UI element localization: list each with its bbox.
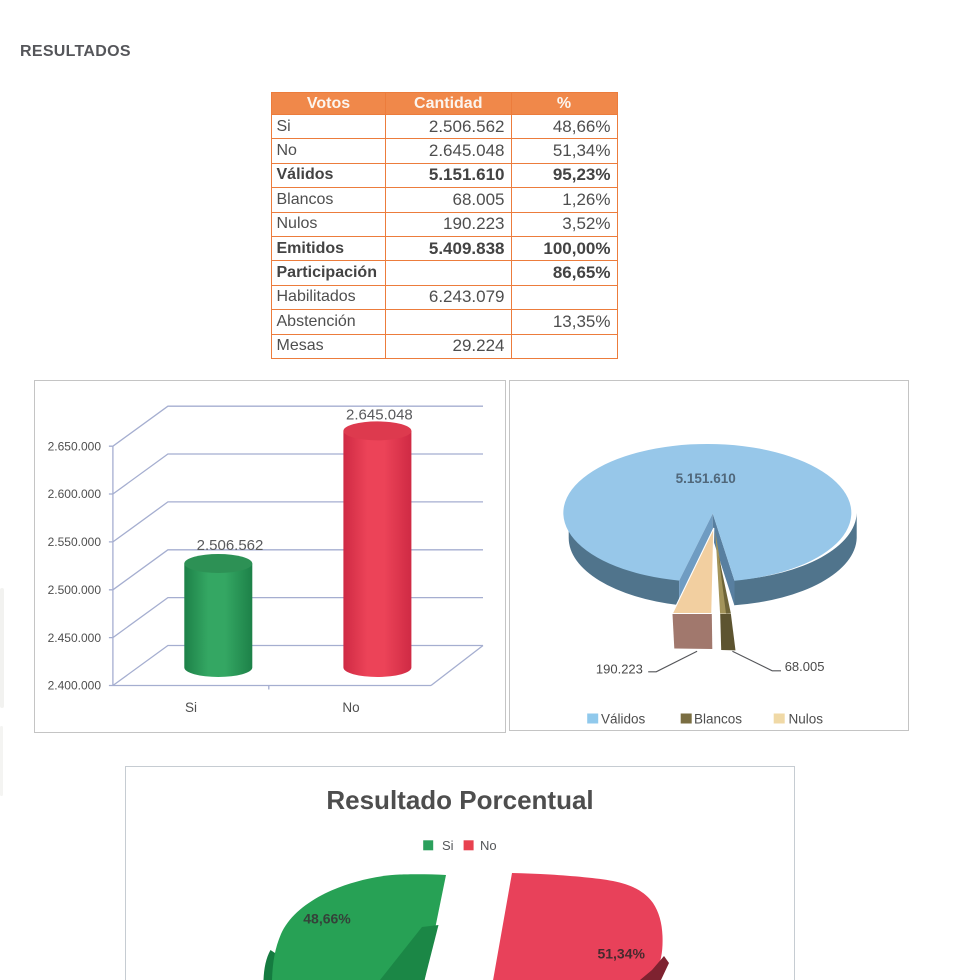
svg-text:2.500.000: 2.500.000	[48, 583, 102, 597]
svg-text:No: No	[480, 838, 497, 853]
svg-text:No: No	[342, 700, 359, 715]
svg-text:Resultado Porcentual: Resultado Porcentual	[326, 785, 593, 815]
svg-text:Blancos: Blancos	[694, 712, 742, 727]
svg-text:190.223: 190.223	[596, 662, 643, 677]
svg-text:2.450.000: 2.450.000	[48, 631, 102, 645]
svg-text:48,66%: 48,66%	[303, 911, 351, 927]
svg-text:2.645.048: 2.645.048	[346, 407, 413, 424]
svg-text:5.151.610: 5.151.610	[676, 471, 736, 486]
svg-text:68.005: 68.005	[785, 659, 825, 674]
svg-text:2.550.000: 2.550.000	[48, 535, 102, 549]
svg-text:Válidos: Válidos	[601, 712, 646, 727]
svg-text:Nulos: Nulos	[789, 712, 824, 727]
svg-text:2.506.562: 2.506.562	[197, 537, 264, 554]
svg-text:51,34%: 51,34%	[597, 945, 645, 961]
svg-text:2.400.000: 2.400.000	[48, 679, 102, 693]
svg-text:2.600.000: 2.600.000	[48, 487, 102, 501]
svg-text:Si: Si	[185, 700, 197, 715]
svg-text:2.650.000: 2.650.000	[48, 439, 102, 453]
svg-text:Si: Si	[442, 838, 454, 853]
